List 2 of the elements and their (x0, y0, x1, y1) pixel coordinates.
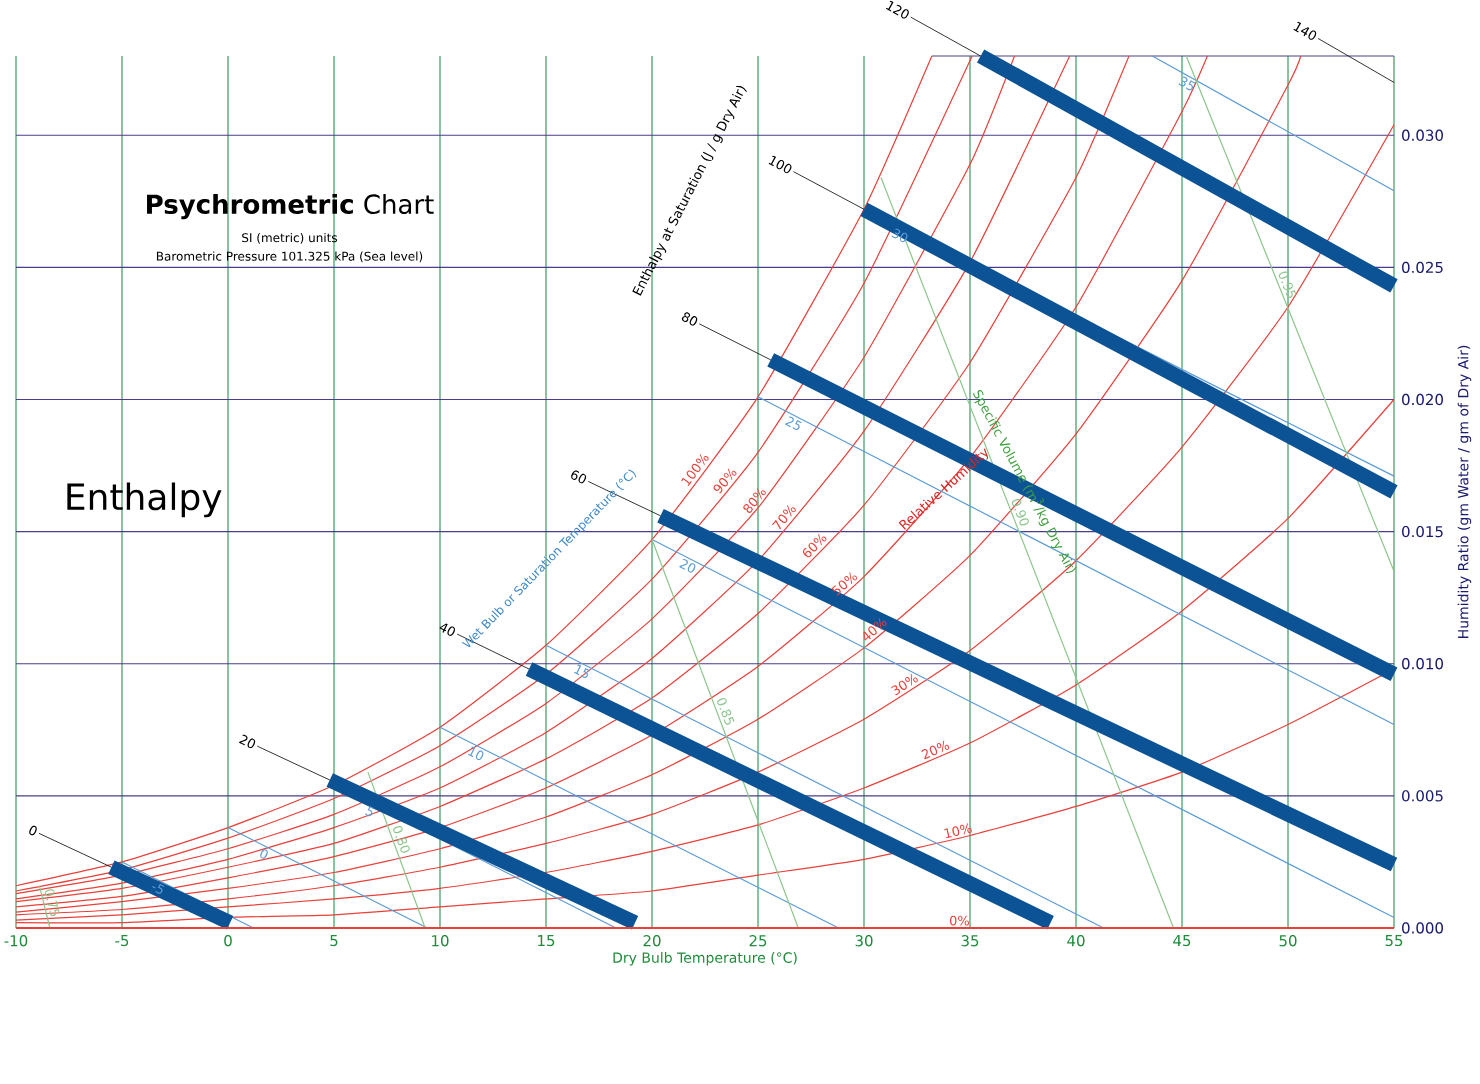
text: Psychrometric Chart (147, 193, 434, 220)
annotation: Enthalpy (67, 482, 222, 518)
